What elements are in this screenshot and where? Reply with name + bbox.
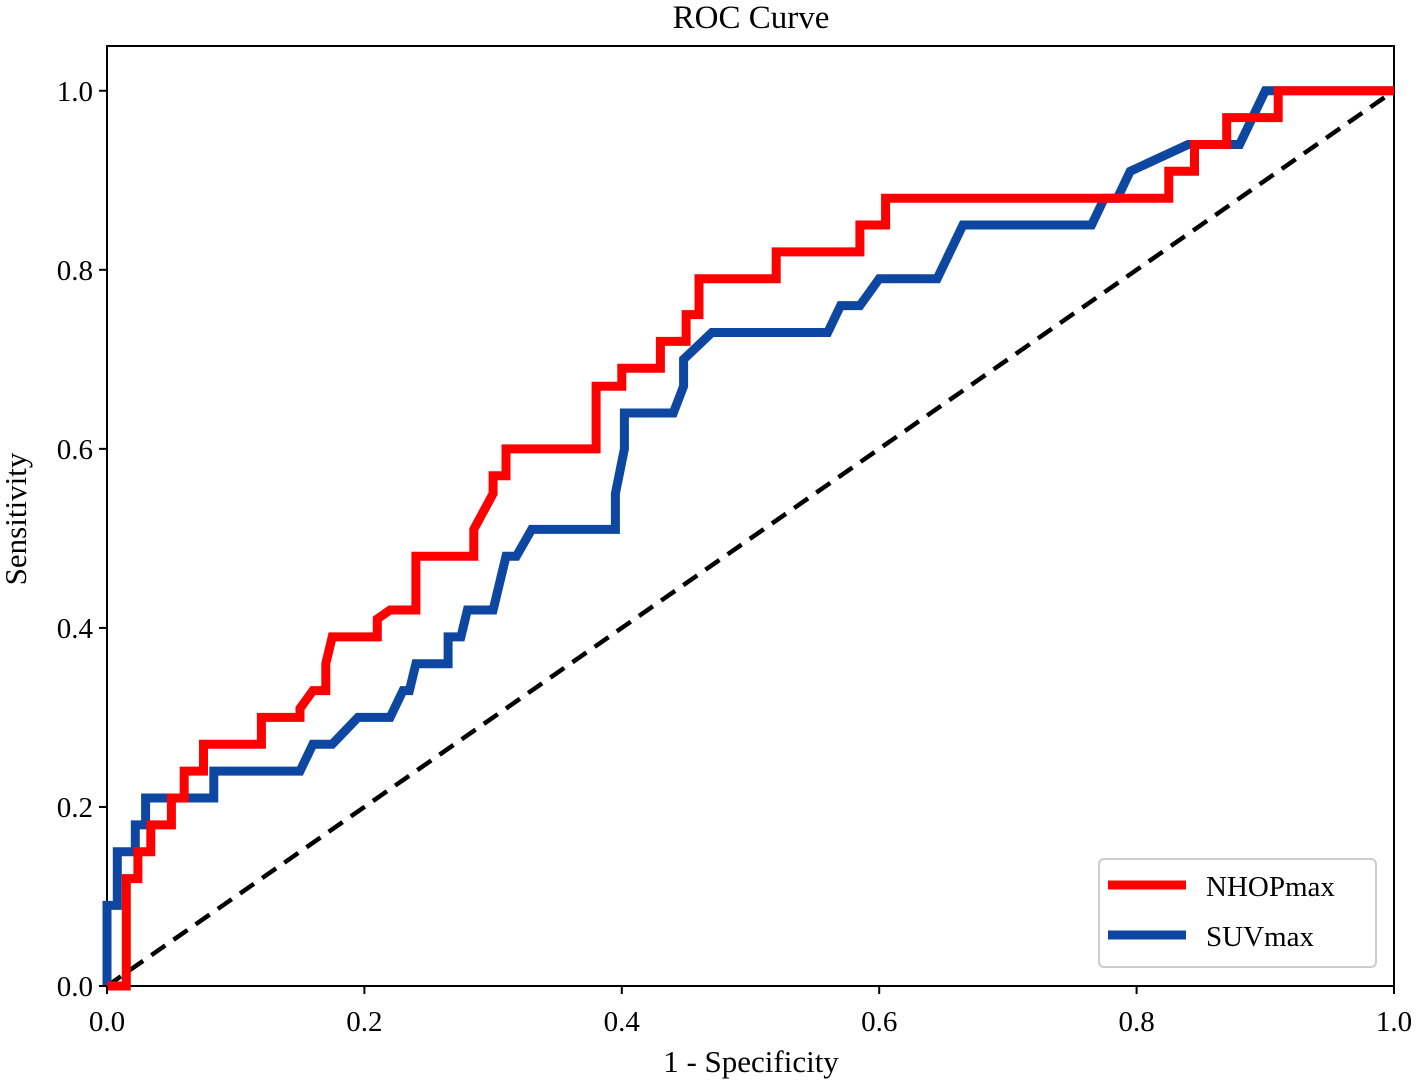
y-tick-label: 0.0	[57, 971, 93, 1003]
x-axis-label: 1 - Specificity	[663, 1044, 839, 1079]
legend-label-suvmax: SUVmax	[1206, 921, 1314, 953]
x-tick-label: 0.4	[604, 1006, 641, 1038]
chart-title: ROC Curve	[673, 0, 830, 36]
y-tick-label: 0.6	[57, 434, 93, 466]
y-axis: 0.0 0.2 0.4 0.6 0.8 1.0	[57, 76, 107, 1003]
x-tick-label: 0.8	[1118, 1006, 1154, 1038]
plot-frame	[106, 45, 1395, 987]
x-tick-label: 1.0	[1376, 1006, 1412, 1038]
y-axis-label: Sensitivity	[0, 452, 33, 585]
x-tick-label: 0.0	[89, 1006, 125, 1038]
y-tick-label: 0.8	[57, 255, 93, 287]
plot-area	[102, 45, 1396, 991]
series-line-suvmax	[102, 86, 1394, 986]
series-line-nhopmax	[107, 86, 1394, 991]
series-layer	[102, 86, 1396, 991]
legend: NHOPmax SUVmax	[1098, 858, 1377, 968]
x-tick-label: 0.2	[346, 1006, 382, 1038]
x-tick-label: 0.6	[861, 1006, 897, 1038]
y-tick-label: 0.2	[57, 792, 93, 824]
x-axis: 0.0 0.2 0.4 0.6 0.8 1.0	[89, 986, 1412, 1038]
y-tick-label: 0.4	[57, 613, 94, 645]
y-tick-label: 1.0	[57, 76, 93, 108]
legend-label-nhopmax: NHOPmax	[1206, 871, 1335, 903]
series-line-chance	[105, 88, 1396, 988]
